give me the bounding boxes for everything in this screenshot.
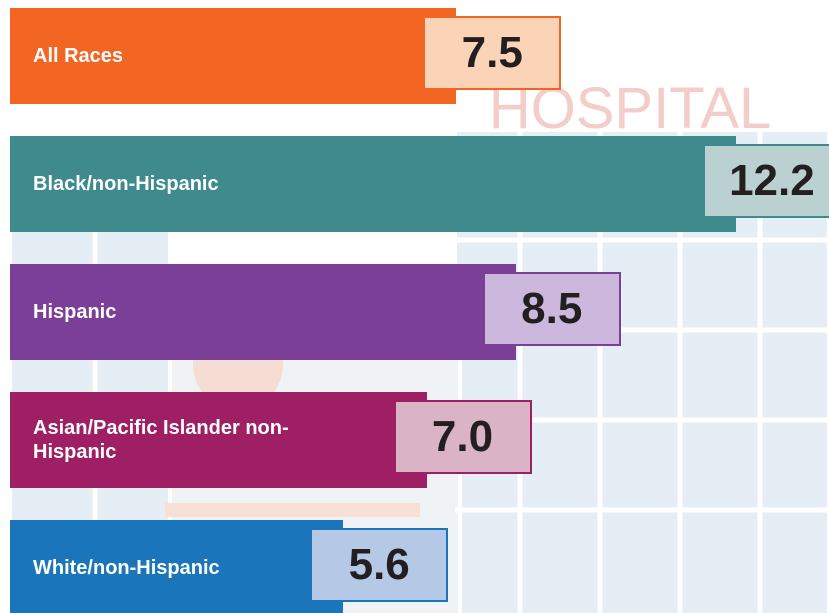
- value-label: 5.6: [310, 528, 448, 602]
- category-label: Hispanic: [33, 264, 323, 360]
- value-label: 8.5: [483, 272, 621, 346]
- infographic: HOSPITAL All Races7.5Black/non-Hispanic1…: [0, 0, 829, 613]
- category-label: All Races: [33, 8, 323, 104]
- category-label: Asian/Pacific Islander non-Hispanic: [33, 392, 323, 488]
- category-label: White/non-Hispanic: [33, 520, 323, 613]
- value-label: 7.0: [394, 400, 532, 474]
- value-label: 7.5: [423, 16, 561, 90]
- value-label: 12.2: [703, 144, 829, 218]
- category-label: Black/non-Hispanic: [33, 136, 323, 232]
